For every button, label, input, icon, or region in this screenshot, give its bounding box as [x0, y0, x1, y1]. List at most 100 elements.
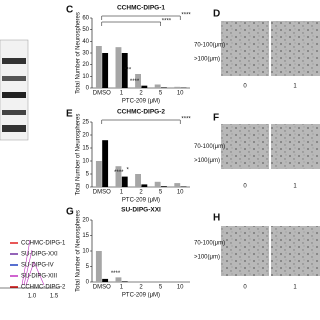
bar — [135, 174, 141, 187]
x-tick-label: 2 — [139, 190, 143, 196]
y-axis-label: Total Number of Neurospheres — [76, 114, 82, 196]
axis-tick-label: 1.5 — [50, 294, 59, 300]
y-tick-label: 10 — [82, 74, 89, 80]
x-axis-label: PTC-209 (μM) — [122, 99, 160, 105]
x-tick-label: 5 — [159, 190, 163, 196]
bar — [174, 86, 181, 88]
annotation: **** — [114, 170, 124, 176]
x-tick-label: 1 — [120, 190, 124, 196]
bar — [102, 140, 109, 187]
micrograph-label: 1 — [293, 84, 297, 90]
bar — [95, 46, 102, 88]
y-tick-label: 30 — [82, 51, 89, 57]
micrograph-label: 1 — [293, 285, 297, 291]
bar — [141, 85, 148, 88]
bar — [115, 166, 122, 187]
chart-title: CCHMC-DIPG-1 — [117, 5, 165, 12]
panel-letter: H — [213, 213, 220, 224]
bar — [102, 53, 109, 88]
micrograph — [221, 124, 269, 169]
y-tick-label: 20 — [82, 218, 89, 224]
legend-label: SU-DIPG-XXI — [21, 252, 58, 258]
significance-bracket — [101, 21, 161, 26]
y-tick-label: 10 — [82, 159, 89, 165]
legend-label: CCHMC-DIPG-2 — [21, 285, 66, 291]
y-tick-label: 20 — [82, 133, 89, 139]
micrograph — [271, 226, 320, 276]
chart-title: CCHMC-DIPG-2 — [117, 109, 165, 116]
y-tick-label: 5 — [86, 172, 90, 178]
bar — [154, 181, 161, 187]
legend-label: SU-DIPG-IV — [21, 263, 54, 269]
annotation: **** — [181, 13, 191, 19]
x-axis-label: PTC-209 (μM) — [122, 293, 160, 299]
bar — [121, 281, 128, 282]
micrograph-label: 1 — [293, 184, 297, 190]
panel-letter: F — [213, 113, 219, 124]
x-tick-label: 1 — [120, 91, 124, 97]
bar — [160, 186, 167, 187]
micrograph — [221, 226, 269, 276]
legend-label: 70-100(μm) — [194, 144, 225, 150]
micrograph-label: 0 — [243, 184, 247, 190]
bar — [121, 53, 128, 88]
y-axis-label: Total Number of Neurospheres — [76, 12, 82, 94]
annotation: **** — [111, 271, 121, 277]
y-tick-label: 0 — [86, 280, 90, 286]
y-tick-label: 0 — [86, 185, 90, 191]
bar — [115, 47, 122, 88]
x-tick-label: 2 — [139, 285, 143, 291]
x-axis-label: PTC-209 (μM) — [122, 198, 160, 204]
x-tick-label: 2 — [139, 91, 143, 97]
y-tick-label: 20 — [82, 62, 89, 68]
bar — [102, 278, 109, 282]
bar — [174, 183, 181, 187]
x-tick-label: DMSO — [93, 285, 111, 291]
annotation: *** — [124, 68, 132, 74]
y-tick-label: 40 — [82, 39, 89, 45]
y-tick-label: 25 — [82, 120, 89, 126]
significance-bracket — [101, 119, 181, 124]
annotation: **** — [130, 79, 140, 85]
y-tick-label: 0 — [86, 86, 90, 92]
bar — [160, 87, 167, 88]
y-tick-label: 60 — [82, 16, 89, 22]
bar — [121, 176, 128, 187]
y-tick-label: 15 — [82, 146, 89, 152]
x-tick-label: DMSO — [93, 190, 111, 196]
x-tick-label: 5 — [159, 285, 163, 291]
legend-label: >100(μm) — [194, 255, 220, 261]
x-tick-label: 1 — [120, 285, 124, 291]
bar — [141, 184, 148, 187]
significance-bracket — [101, 15, 181, 20]
axis-tick-label: 1.0 — [28, 294, 37, 300]
chart-title: SU-DIPG-XXI — [121, 207, 161, 214]
micrograph — [271, 21, 320, 76]
micrograph — [221, 21, 269, 76]
bar — [115, 277, 122, 282]
bar — [95, 251, 102, 282]
bar — [95, 161, 102, 187]
legend-label: 70-100(μm) — [194, 241, 225, 247]
legend-label: >100(μm) — [194, 158, 220, 164]
y-tick-label: 15 — [82, 233, 89, 239]
panel-letter: E — [66, 109, 73, 120]
bar — [154, 84, 161, 88]
micrograph — [271, 124, 320, 169]
x-tick-label: 5 — [159, 91, 163, 97]
panel-letter: C — [66, 5, 73, 16]
y-tick-label: 5 — [86, 264, 90, 270]
panel-letter: D — [213, 9, 220, 20]
bar — [180, 186, 187, 187]
y-tick-label: 50 — [82, 27, 89, 33]
legend-label: 70-100(μm) — [194, 43, 225, 49]
micrograph-label: 0 — [243, 84, 247, 90]
annotation: * — [127, 168, 130, 174]
x-tick-label: 10 — [177, 190, 184, 196]
y-tick-label: 10 — [82, 249, 89, 255]
y-axis-label: Total Number of Neurospheres — [76, 210, 82, 292]
legend-label: SU-DIPG-XIII — [21, 274, 57, 280]
micrograph-label: 0 — [243, 285, 247, 291]
annotation: **** — [162, 19, 172, 25]
